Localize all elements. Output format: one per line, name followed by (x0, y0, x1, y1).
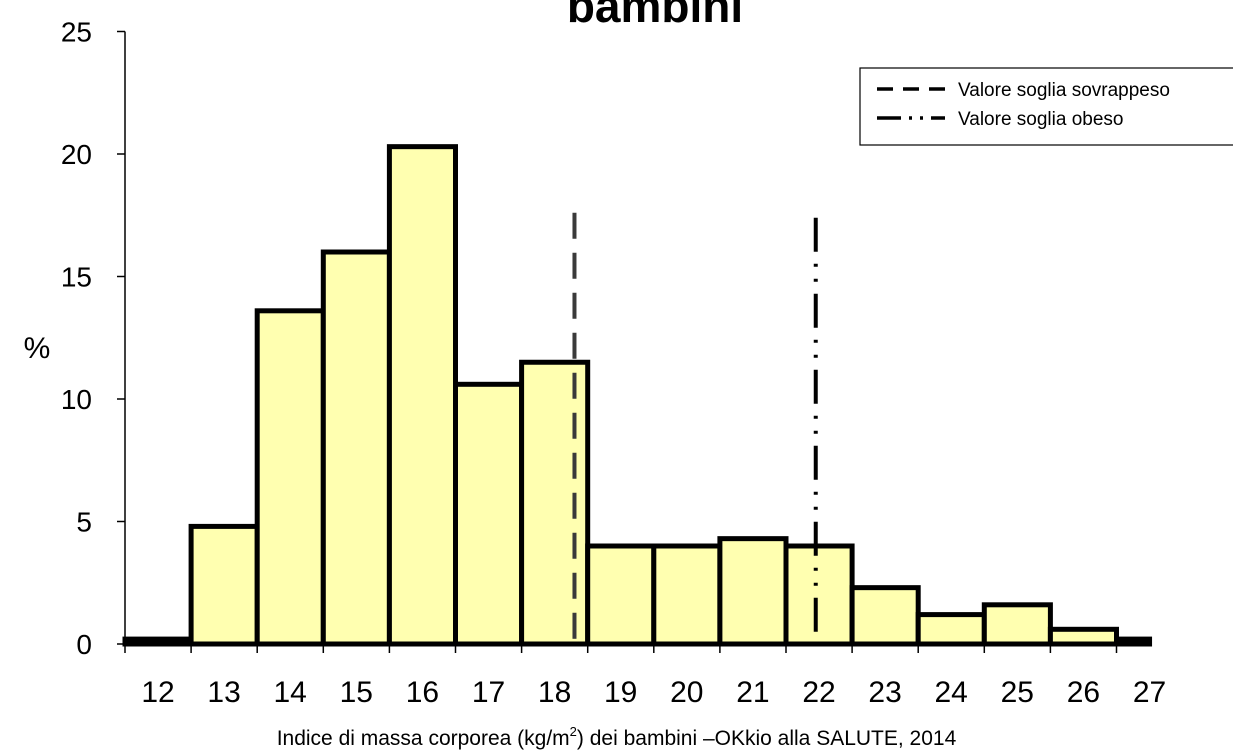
x-axis-label-superscript: 2 (569, 724, 577, 739)
bar-24-25 (915, 612, 987, 647)
bar-23-24 (849, 585, 921, 647)
chart-title: bambini (567, 0, 743, 32)
x-axis-label-text: Indice di massa corporea (kg/m (276, 727, 570, 750)
x-tick-label-22: 22 (802, 676, 835, 709)
bar-20-21 (651, 543, 723, 647)
legend-obeso-label: Valore soglia obeso (958, 109, 1123, 130)
bar-27-27.5 (1114, 636, 1153, 647)
y-tick-label-15: 15 (61, 262, 92, 293)
x-tick-label-21: 21 (736, 676, 769, 709)
x-tick-label-13: 13 (207, 676, 240, 709)
bar-12-13 (122, 636, 194, 647)
x-axis-label: Indice di massa corporea (kg/m2) dei bam… (0, 724, 1233, 751)
x-tick-label-25: 25 (1001, 676, 1034, 709)
bar-22-23 (783, 543, 855, 647)
x-tick-label-24: 24 (935, 676, 968, 709)
x-axis-label-text-end: ) dei bambini –OKkio alla SALUTE, 2014 (576, 727, 957, 750)
x-tick-label-17: 17 (472, 676, 505, 709)
bar-21-22 (717, 536, 789, 647)
y-tick-label-0: 0 (76, 629, 92, 660)
x-tick-label-27: 27 (1133, 676, 1166, 709)
x-tick-label-26: 26 (1067, 676, 1100, 709)
x-tick-label-14: 14 (274, 676, 307, 709)
axes-group: 0 5 10 15 20 25 12 13 14 15 16 17 18 19 20 21 22 23 24 25 26… (61, 17, 1166, 710)
x-tick-label-15: 15 (340, 676, 373, 709)
bar-16-17 (386, 144, 458, 647)
y-tick-label-5: 5 (76, 507, 92, 538)
bar-25-26 (981, 602, 1053, 647)
bar-15-16 (320, 249, 392, 647)
x-tick-label-19: 19 (604, 676, 637, 709)
x-tick-label-12: 12 (141, 676, 174, 709)
bar-18-19 (519, 359, 591, 647)
y-tick-label-20: 20 (61, 139, 92, 170)
bars-group (122, 144, 1153, 647)
x-tick-label-16: 16 (406, 676, 439, 709)
legend-box (859, 67, 1233, 146)
x-tick-label-20: 20 (670, 676, 703, 709)
threshold-lines-group (572, 212, 818, 644)
x-tick-label-18: 18 (538, 676, 571, 709)
legend-sovrappeso-label: Valore soglia sovrappeso (958, 80, 1170, 101)
x-tick-label-23: 23 (868, 676, 901, 709)
y-tick-label-10: 10 (61, 384, 92, 415)
y-axis-label: % (24, 332, 51, 365)
bar-13-14 (188, 523, 260, 647)
bar-26-27 (1047, 626, 1120, 647)
bar-19-20 (585, 543, 657, 647)
bar-17-18 (453, 381, 525, 647)
y-tick-label-25: 25 (61, 17, 92, 48)
legend: Valore soglia sovrappeso Valore soglia o… (859, 67, 1233, 146)
bar-14-15 (254, 308, 326, 647)
